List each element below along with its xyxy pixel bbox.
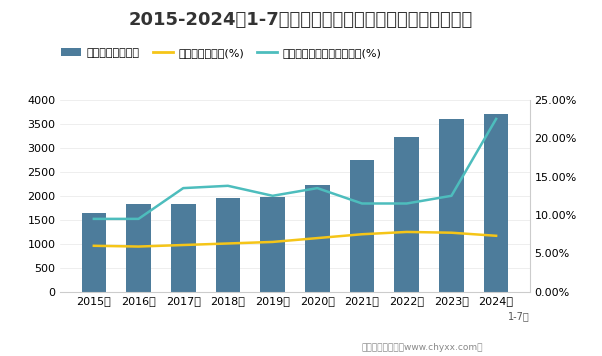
Bar <box>484 114 509 292</box>
Bar <box>216 198 240 292</box>
Text: 2015-2024年1-7月内蒙古自治区工业企业应收账款统计图: 2015-2024年1-7月内蒙古自治区工业企业应收账款统计图 <box>129 11 473 29</box>
Bar <box>394 137 419 292</box>
Bar <box>439 119 464 292</box>
Bar <box>350 160 374 292</box>
Bar <box>126 204 151 292</box>
Bar <box>260 197 285 292</box>
Legend: 应收账款（亿元）, 应收账款百分比(%), 应收账款占营业收入的比重(%): 应收账款（亿元）, 应收账款百分比(%), 应收账款占营业收入的比重(%) <box>57 44 386 63</box>
Text: 制图：智研咨询（www.chyxx.com）: 制图：智研咨询（www.chyxx.com） <box>361 344 483 352</box>
Bar <box>305 185 330 292</box>
Bar <box>81 213 106 292</box>
Bar <box>171 204 196 292</box>
Text: 1-7月: 1-7月 <box>508 311 530 321</box>
